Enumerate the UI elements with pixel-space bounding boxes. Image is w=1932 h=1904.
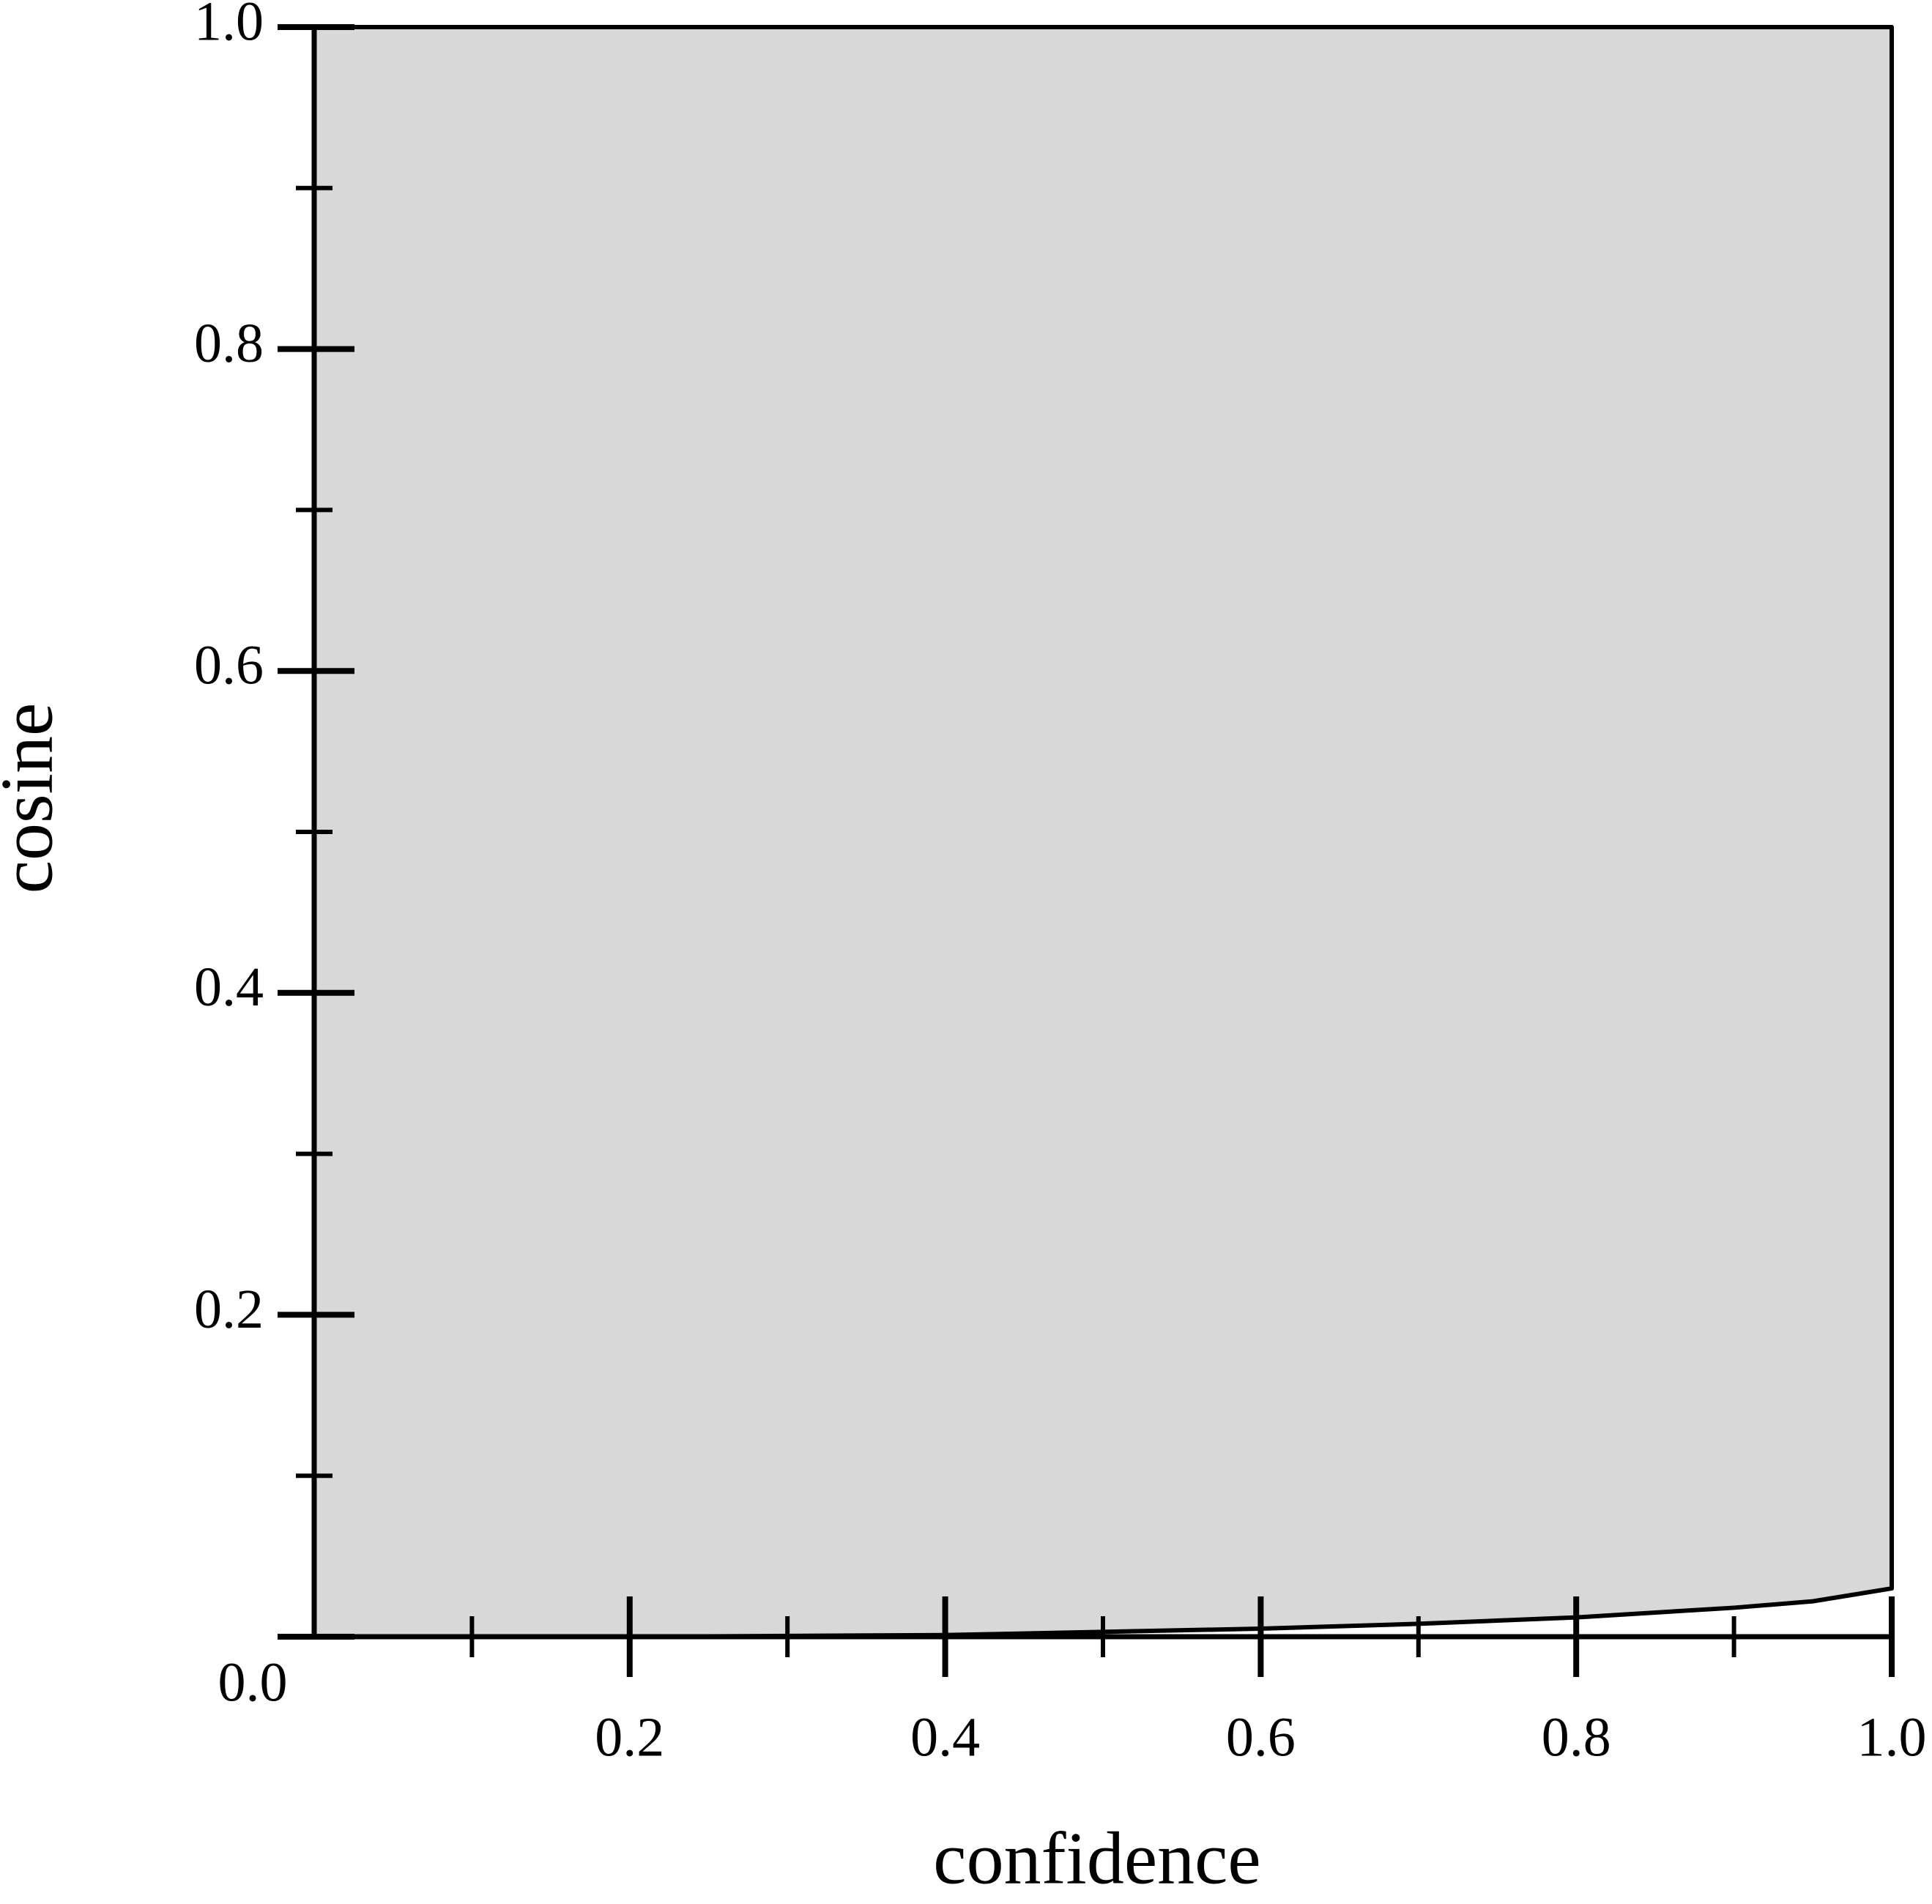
y-tick-label: 0.4 [194,956,264,1018]
y-tick-label: 0.8 [194,313,264,374]
x-axis-title: confidence [933,1817,1260,1900]
x-tick-label: 0.8 [1542,1706,1611,1768]
y-axis-title: cosine [0,703,68,894]
x-tick-label: 0.6 [1226,1706,1296,1768]
y-tick-label: 0.2 [194,1279,264,1340]
y-tick-label: 1.0 [194,0,264,52]
x-tick-label: 0.4 [910,1706,980,1768]
x-tick-label: 0.2 [595,1706,664,1768]
band-area [312,25,1894,1639]
x-tick-label: 1.0 [1857,1706,1927,1768]
y-tick-label: 0.0 [218,1651,288,1713]
y-tick-label: 0.6 [194,635,264,696]
